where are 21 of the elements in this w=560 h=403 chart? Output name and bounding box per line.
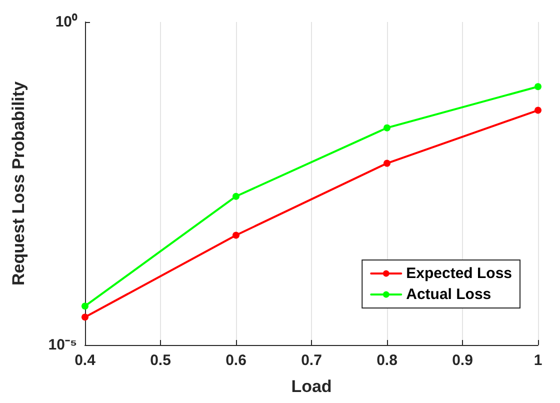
- x-tick-label: 0.8: [376, 352, 398, 369]
- point: [82, 302, 88, 310]
- x-tick-label: 1: [534, 352, 542, 369]
- point: [534, 83, 542, 90]
- point: [384, 160, 390, 167]
- x-tick-label: 0.9: [452, 352, 473, 369]
- point: [232, 232, 240, 239]
- x-tick-label: 0.4: [74, 352, 96, 369]
- point: [82, 314, 88, 321]
- x-tick-label: 0.7: [301, 352, 322, 369]
- y-tick-label: 10⁻⁵: [48, 336, 77, 354]
- legend-label: Expected Loss: [406, 265, 512, 282]
- point: [384, 124, 390, 132]
- point: [534, 106, 542, 114]
- x-tick-label: 0.6: [226, 352, 246, 369]
- x-tick-label: 0.5: [150, 352, 171, 369]
- legend-label: Actual Loss: [406, 286, 492, 303]
- y-tick-label: 10⁰: [55, 12, 78, 30]
- point: [232, 192, 240, 200]
- x-axis-title: Load: [291, 377, 332, 396]
- y-axis-title: Request Loss Probability: [9, 80, 28, 286]
